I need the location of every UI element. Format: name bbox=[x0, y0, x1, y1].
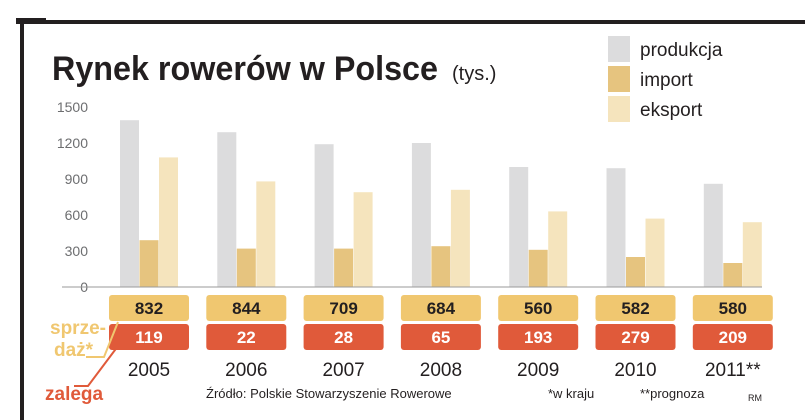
bar-produkcja-2005 bbox=[120, 120, 139, 287]
y-tick-label: 600 bbox=[65, 207, 89, 223]
zalega-value: 279 bbox=[621, 328, 649, 347]
bar-eksport-2008 bbox=[450, 189, 470, 287]
bars bbox=[120, 120, 762, 287]
bar-eksport-2005 bbox=[159, 157, 178, 287]
bar-eksport-2011 bbox=[742, 222, 762, 287]
frame-corner-block bbox=[16, 18, 46, 24]
bar-produkcja-2010 bbox=[606, 168, 626, 287]
y-tick-label: 900 bbox=[65, 171, 89, 187]
bar-import-2010 bbox=[626, 257, 645, 287]
x-tick-label: 2010 bbox=[614, 360, 656, 381]
y-tick-label: 300 bbox=[65, 243, 89, 259]
bar-import-2005 bbox=[139, 240, 159, 287]
x-tick-label: 2008 bbox=[420, 360, 462, 381]
zalega-box bbox=[692, 324, 773, 350]
x-tick-label: 2005 bbox=[128, 360, 170, 381]
zalega-value: 28 bbox=[334, 328, 353, 347]
sprzedaz-value: 684 bbox=[427, 299, 456, 318]
bar-produkcja-2009 bbox=[509, 167, 529, 287]
legend: produkcja import eksport bbox=[608, 36, 723, 122]
sprzedaz-value: 709 bbox=[329, 299, 357, 318]
zalega-row: 119 22 28 65 193 279 209 bbox=[109, 324, 773, 350]
chart-unit: (tys.) bbox=[452, 63, 496, 85]
sprzedaz-label-line1: sprze- bbox=[50, 318, 106, 339]
y-tick-label: 1200 bbox=[57, 135, 88, 151]
zalega-box bbox=[595, 324, 676, 350]
footnote-w-kraju: *w kraju bbox=[548, 386, 594, 401]
legend-label-import: import bbox=[640, 70, 694, 91]
sprzedaz-value: 580 bbox=[719, 299, 747, 318]
legend-swatch-eksport bbox=[608, 96, 630, 122]
bar-produkcja-2006 bbox=[217, 132, 237, 287]
bar-import-2008 bbox=[431, 246, 451, 287]
bar-produkcja-2008 bbox=[411, 143, 431, 287]
x-tick-label: 2007 bbox=[322, 360, 364, 381]
sprzedaz-box bbox=[595, 295, 676, 321]
bar-import-2006 bbox=[236, 248, 256, 287]
bar-eksport-2009 bbox=[548, 211, 568, 287]
x-tick-label: 2006 bbox=[225, 360, 267, 381]
sprzedaz-box bbox=[206, 295, 287, 321]
sprzedaz-value: 582 bbox=[621, 299, 649, 318]
source-note: Źródło: Polskie Stowarzyszenie Rowerowe bbox=[206, 386, 452, 401]
sprzedaz-value: 832 bbox=[135, 299, 163, 318]
credit-rm: RM bbox=[748, 393, 762, 403]
sprzedaz-box bbox=[400, 295, 481, 321]
legend-label-eksport: eksport bbox=[640, 100, 703, 121]
sprzedaz-box bbox=[303, 295, 384, 321]
bar-import-2009 bbox=[528, 249, 548, 287]
zalega-value: 119 bbox=[135, 328, 162, 347]
zalega-box bbox=[303, 324, 384, 350]
zalega-label: zalega bbox=[45, 384, 104, 405]
bar-eksport-2006 bbox=[256, 181, 276, 287]
sprzedaz-box bbox=[109, 295, 189, 321]
y-tick-label: 1500 bbox=[57, 99, 88, 115]
zalega-box bbox=[498, 324, 579, 350]
sprzedaz-row: 832 844 709 684 560 582 580 bbox=[109, 295, 773, 321]
sprzedaz-value: 560 bbox=[524, 299, 552, 318]
bar-import-2007 bbox=[334, 248, 354, 287]
zalega-value: 22 bbox=[237, 328, 256, 347]
bar-eksport-2007 bbox=[353, 192, 373, 287]
x-tick-label: 2009 bbox=[517, 360, 559, 381]
zalega-value: 193 bbox=[524, 328, 552, 347]
bar-produkcja-2007 bbox=[314, 144, 334, 287]
zalega-connector bbox=[74, 345, 119, 387]
bar-eksport-2010 bbox=[645, 218, 665, 287]
bar-import-2011 bbox=[723, 263, 743, 287]
footnote-prognoza: **prognoza bbox=[640, 386, 705, 401]
legend-swatch-import bbox=[608, 66, 630, 92]
sprzedaz-connector bbox=[86, 321, 119, 358]
legend-label-produkcja: produkcja bbox=[640, 40, 723, 61]
sprzedaz-value: 844 bbox=[232, 299, 261, 318]
legend-swatch-produkcja bbox=[608, 36, 630, 62]
zalega-value: 209 bbox=[719, 328, 747, 347]
zalega-box bbox=[109, 324, 189, 350]
chart-title: Rynek rowerów w Polsce bbox=[52, 50, 438, 88]
zalega-box bbox=[400, 324, 481, 350]
zalega-value: 65 bbox=[431, 328, 450, 347]
sprzedaz-label-line2: daż* bbox=[54, 340, 94, 361]
sprzedaz-box bbox=[498, 295, 579, 321]
x-axis-year-labels: 2005 2006 2007 2008 2009 2010 2011** bbox=[128, 360, 761, 381]
sprzedaz-box bbox=[692, 295, 773, 321]
zalega-box bbox=[206, 324, 287, 350]
x-tick-label: 2011** bbox=[705, 360, 761, 381]
bar-produkcja-2011 bbox=[703, 183, 723, 287]
